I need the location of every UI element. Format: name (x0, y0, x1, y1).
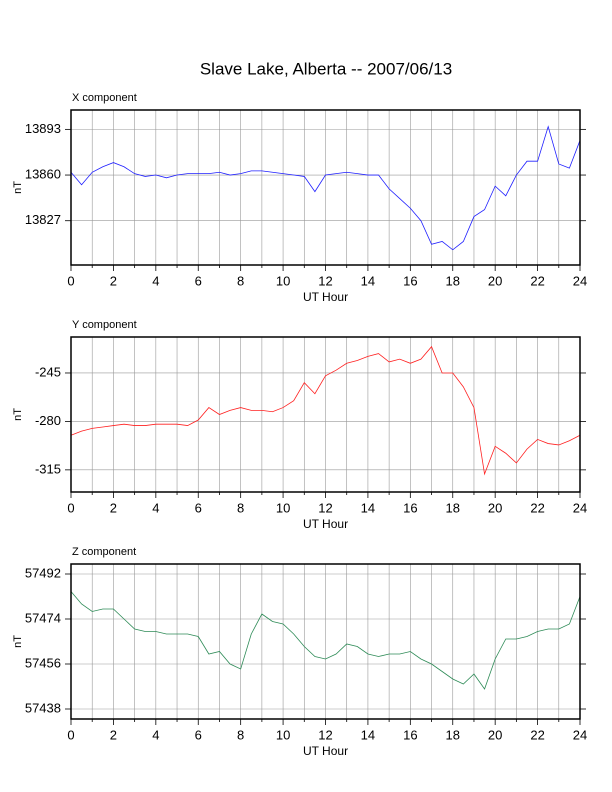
y-tick-label: 57474 (25, 610, 61, 625)
x-tick-label: 8 (237, 500, 244, 515)
x-tick-label: 24 (573, 727, 587, 742)
panel-subtitle: X component (72, 92, 137, 104)
x-tick-label: 6 (195, 273, 202, 288)
plot-frame (70, 109, 581, 266)
x-tick-label: 16 (403, 727, 417, 742)
y-tick-label: -245 (35, 364, 61, 379)
x-tick-label: 16 (403, 500, 417, 515)
y-tick-label: 13860 (25, 166, 61, 181)
x-tick-label: 16 (403, 273, 417, 288)
x-tick-label: 14 (361, 273, 375, 288)
x-axis-label: UT Hour (303, 290, 348, 304)
data-line (70, 125, 581, 251)
x-tick-label: 4 (152, 500, 159, 515)
data-line (70, 345, 581, 476)
y-axis-label: nT (12, 181, 24, 194)
y-tick-label: 57456 (25, 655, 61, 670)
x-tick-label: 2 (110, 273, 117, 288)
x-tick-label: 24 (573, 273, 587, 288)
x-tick-label: 6 (195, 727, 202, 742)
x-tick-label: 22 (530, 273, 544, 288)
x-tick-label: 18 (446, 500, 460, 515)
x-tick-label: 2 (110, 727, 117, 742)
y-axis-label: nT (12, 635, 24, 648)
x-tick-label: 0 (67, 727, 74, 742)
y-tick-label: 57492 (25, 565, 61, 580)
panel-subtitle: Z component (72, 546, 136, 558)
x-tick-label: 10 (276, 727, 290, 742)
y-axis-label: nT (12, 408, 24, 421)
y-tick-label: 13893 (25, 121, 61, 136)
x-tick-label: 4 (152, 727, 159, 742)
x-tick-label: 18 (446, 727, 460, 742)
y-tick-label: -280 (35, 413, 61, 428)
y-tick-label: -315 (35, 461, 61, 476)
x-tick-label: 12 (318, 727, 332, 742)
x-tick-label: 12 (318, 500, 332, 515)
y-tick-label: 57438 (25, 700, 61, 715)
x-tick-label: 22 (530, 500, 544, 515)
page-title: Slave Lake, Alberta -- 2007/06/13 (200, 59, 452, 78)
x-axis-label: UT Hour (303, 744, 348, 758)
x-tick-label: 10 (276, 273, 290, 288)
data-line (70, 591, 581, 690)
plot-frame (70, 563, 581, 720)
x-tick-label: 20 (488, 273, 502, 288)
x-tick-label: 12 (318, 273, 332, 288)
x-tick-label: 10 (276, 500, 290, 515)
x-tick-label: 20 (488, 727, 502, 742)
panel-subtitle: Y component (72, 319, 137, 331)
x-tick-label: 4 (152, 273, 159, 288)
x-tick-label: 24 (573, 500, 587, 515)
y-tick-label: 13827 (25, 212, 61, 227)
x-tick-label: 8 (237, 273, 244, 288)
x-tick-label: 2 (110, 500, 117, 515)
x-tick-label: 20 (488, 500, 502, 515)
x-axis-label: UT Hour (303, 517, 348, 531)
x-tick-label: 0 (67, 273, 74, 288)
x-tick-label: 18 (446, 273, 460, 288)
plot-frame (70, 336, 581, 493)
x-tick-label: 22 (530, 727, 544, 742)
x-tick-label: 6 (195, 500, 202, 515)
x-tick-label: 0 (67, 500, 74, 515)
x-tick-label: 14 (361, 727, 375, 742)
x-tick-label: 8 (237, 727, 244, 742)
x-tick-label: 14 (361, 500, 375, 515)
